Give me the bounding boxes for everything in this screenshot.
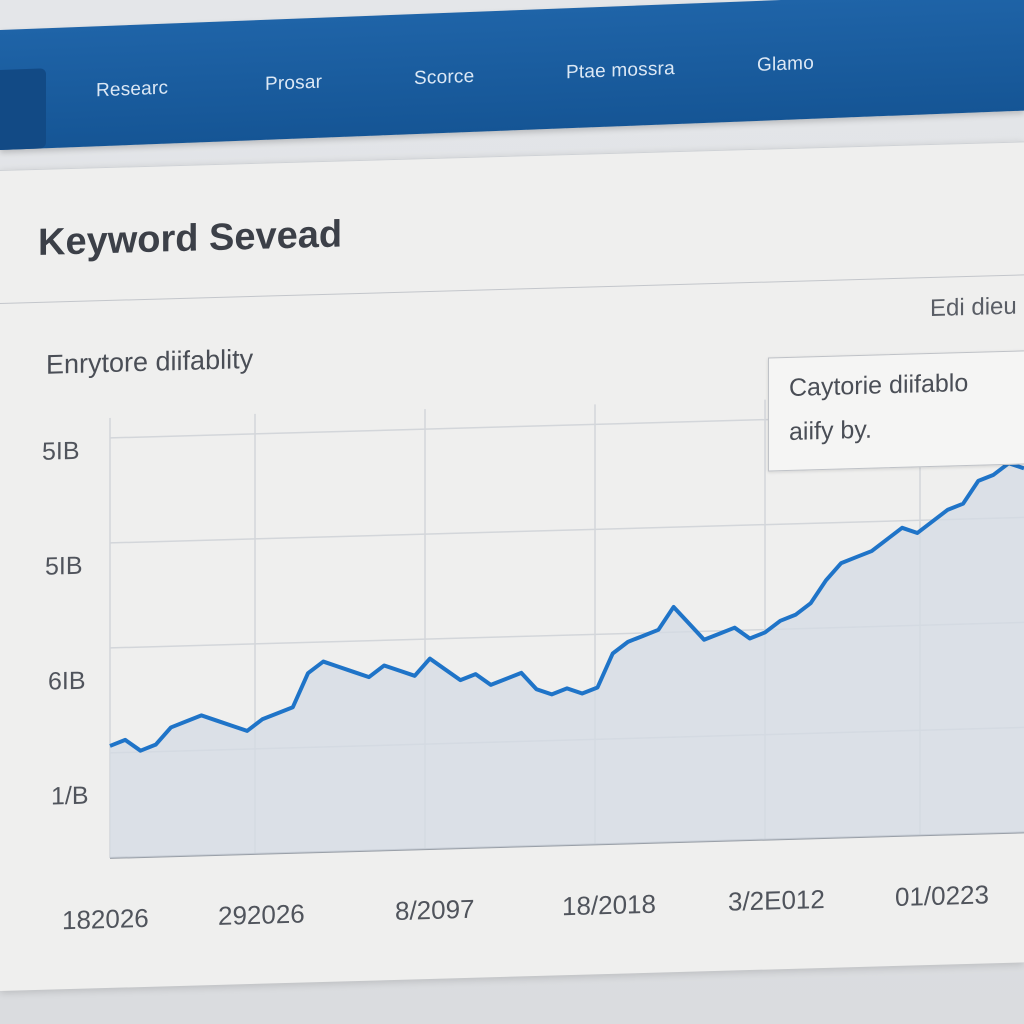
y-tick-label: 5IB xyxy=(42,437,80,466)
x-tick-label: 01/0223 xyxy=(895,879,989,912)
keyword-difficulty-chart: 5IB 5IB 6IB 1/B 182026 292026 8/2097 18/2018 3/… xyxy=(42,395,1024,935)
x-tick-label: 182026 xyxy=(62,903,149,935)
nav-item-scorce[interactable]: Scorce xyxy=(414,65,475,90)
legend-entry: Caytorie diifablo xyxy=(789,368,969,402)
x-tick-label: 8/2097 xyxy=(395,894,475,926)
y-axis-ticks: 5IB 5IB 6IB 1/B xyxy=(42,437,89,811)
legend-entry: aiify by. xyxy=(789,415,872,446)
x-tick-label: 292026 xyxy=(218,898,305,930)
x-axis-ticks: 182026 292026 8/2097 18/2018 3/2E012 01/0223 xyxy=(62,879,989,935)
y-tick-label: 5IB xyxy=(45,552,83,581)
x-tick-label: 3/2E012 xyxy=(728,884,825,917)
chart-series-line xyxy=(109,461,1024,753)
top-navigation-bar: Researc Prosar Scorce Ptae mossra Glamo xyxy=(0,0,1024,151)
chart-legend: Caytorie diifablo aiify by. xyxy=(768,349,1024,472)
nav-item-ptae-mossra[interactable]: Ptae mossra xyxy=(566,58,675,84)
x-tick-label: 18/2018 xyxy=(562,889,656,922)
nav-item-glamo[interactable]: Glamo xyxy=(757,52,814,76)
grid-line-horizontal xyxy=(110,516,1024,544)
keyword-panel: Keyword Sevead Enrytore diifablity Edi d… xyxy=(0,141,1024,991)
nav-item-prosar[interactable]: Prosar xyxy=(265,71,323,95)
y-tick-label: 1/B xyxy=(51,782,89,811)
y-tick-label: 6IB xyxy=(48,667,86,696)
chart-area-fill xyxy=(110,463,1024,858)
nav-item-research[interactable]: Researc xyxy=(96,77,169,102)
nav-home-tab[interactable] xyxy=(0,68,46,151)
